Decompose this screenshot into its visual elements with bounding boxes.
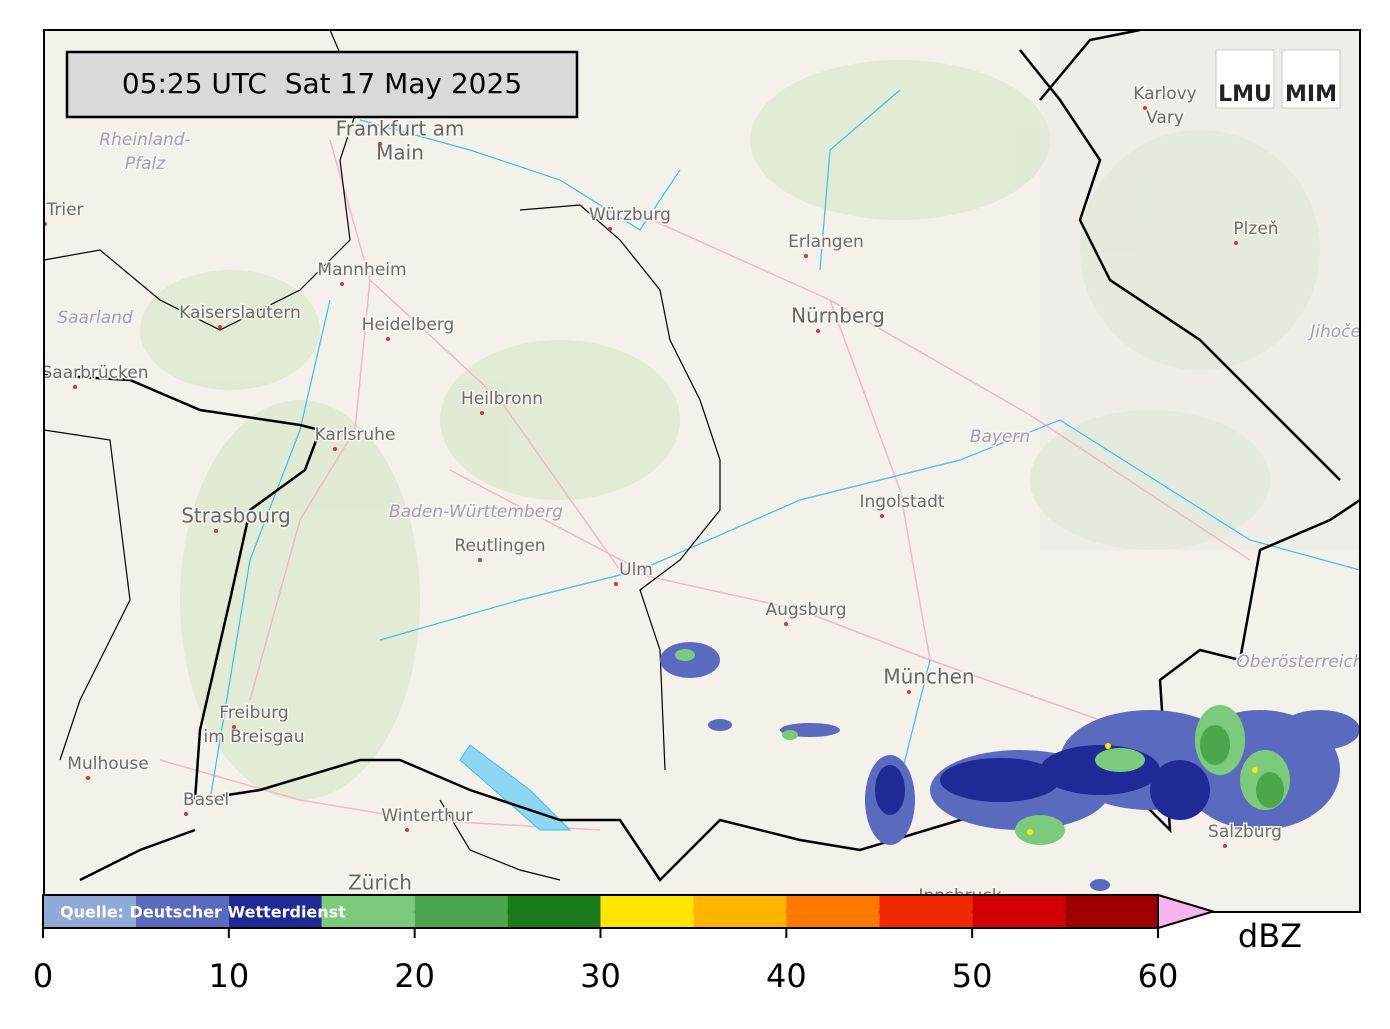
place-label: Kaiserslautern	[179, 303, 301, 323]
place-dot	[478, 558, 482, 562]
place-dot	[378, 142, 382, 146]
place-label: Baden-Württemberg	[389, 502, 563, 522]
logos: LMU MIM	[1215, 49, 1341, 109]
place-dot	[880, 514, 884, 518]
colorbar-segment	[786, 895, 880, 928]
place-label: Karlsruhe	[315, 425, 396, 445]
logo-lmu: LMU	[1218, 82, 1272, 107]
place-dot	[816, 329, 820, 333]
place-dot	[1223, 844, 1227, 848]
place-label: Ingolstadt	[859, 492, 944, 512]
timestamp: 05:25 UTC Sat 17 May 2025	[122, 67, 522, 100]
place-dot	[184, 812, 188, 816]
place-label: Freiburg	[219, 703, 288, 723]
colorbar-tick-label: 10	[208, 957, 249, 995]
place-label: Reutlingen	[454, 536, 545, 556]
timestamp-box	[65, 50, 579, 119]
colorbar-tick-label: 60	[1138, 957, 1179, 995]
colorbar-tick-label: 40	[766, 957, 807, 995]
place-dot	[608, 227, 612, 231]
place-dot	[480, 411, 484, 415]
place-dot	[405, 828, 409, 832]
place-label: Saarland	[57, 308, 133, 328]
radar-echoes	[660, 642, 1360, 891]
place-label: Karlovy	[1133, 84, 1197, 104]
place-dot	[73, 385, 77, 389]
foreign-area	[1040, 30, 1360, 550]
place-label: Oberösterreich	[1236, 652, 1363, 672]
colorbar-segment	[972, 895, 1066, 928]
place-label: Würzburg	[589, 205, 671, 225]
source-credit: Quelle: Deutscher Wetterdienst	[60, 903, 346, 922]
place-dot	[218, 325, 222, 329]
colorbar-tick-label: 50	[952, 957, 993, 995]
colorbar-tick-label: 20	[394, 957, 435, 995]
place-label: Saarbrücken	[42, 363, 149, 383]
place-label: Vary	[1146, 108, 1184, 128]
place-label: Pfalz	[125, 154, 166, 174]
colorbar-segment	[414, 895, 508, 928]
colorbar-segment	[1065, 895, 1158, 928]
lake-constance	[459, 744, 572, 831]
place-label: Heidelberg	[362, 315, 455, 335]
colorbar-segment	[228, 895, 322, 928]
place-label: im Breisgau	[204, 727, 305, 747]
place-dot	[232, 725, 236, 729]
place-label: Ulm	[619, 560, 653, 580]
place-label: Erlangen	[788, 232, 864, 252]
colorbar-segment	[507, 895, 601, 928]
place-label: Plzeň	[1233, 219, 1278, 239]
place-label: Nürnberg	[791, 304, 885, 328]
place-label: Heilbronn	[461, 389, 543, 409]
place-label: Basel	[183, 790, 229, 810]
place-dot	[340, 282, 344, 286]
colorbar-segment	[43, 895, 136, 928]
place-dot	[804, 254, 808, 258]
place-label: Bayern	[970, 427, 1030, 447]
place-label: Zürich	[348, 871, 412, 895]
colorbar-segment	[600, 895, 694, 928]
place-dot	[214, 529, 218, 533]
place-label: Frankfurt am	[336, 117, 465, 141]
place-label: Rheinland-	[99, 130, 190, 150]
colorbar-segment	[321, 895, 415, 928]
place-dot	[86, 776, 90, 780]
logo-box	[1281, 49, 1341, 109]
logo-mim: MIM	[1285, 82, 1337, 107]
place-dot	[1234, 241, 1238, 245]
rivers	[209, 89, 1360, 801]
place-label: Main	[376, 141, 424, 165]
colorbar-tick-label: 30	[580, 957, 621, 995]
place-label: Augsburg	[765, 600, 846, 620]
colorbar: 0 10 20 30 40 50 60 dBZ	[33, 893, 1302, 995]
national-borders	[44, 30, 1360, 882]
logo-box	[1215, 49, 1275, 109]
place-dot	[614, 582, 618, 586]
place-label: Mannheim	[317, 260, 406, 280]
place-dot	[386, 337, 390, 341]
colorbar-tick-label: 0	[33, 957, 53, 995]
place-label: Strasbourg	[181, 504, 291, 528]
place-label: Salzburg	[1208, 822, 1282, 842]
colorbar-unit: dBZ	[1238, 917, 1302, 955]
borders	[44, 30, 721, 881]
place-dot	[333, 447, 337, 451]
place-dot	[907, 690, 911, 694]
place-dot	[784, 622, 788, 626]
place-label: Jihočeský	[1307, 322, 1390, 342]
colorbar-segment	[879, 895, 973, 928]
place-label: München	[883, 665, 974, 689]
colorbar-segment	[693, 895, 787, 928]
colorbar-segment	[135, 895, 229, 928]
place-label: Mulhouse	[67, 754, 148, 774]
place-label: Winterthur	[381, 806, 472, 826]
place-dot	[1143, 106, 1147, 110]
place-label: Trier	[45, 200, 83, 220]
